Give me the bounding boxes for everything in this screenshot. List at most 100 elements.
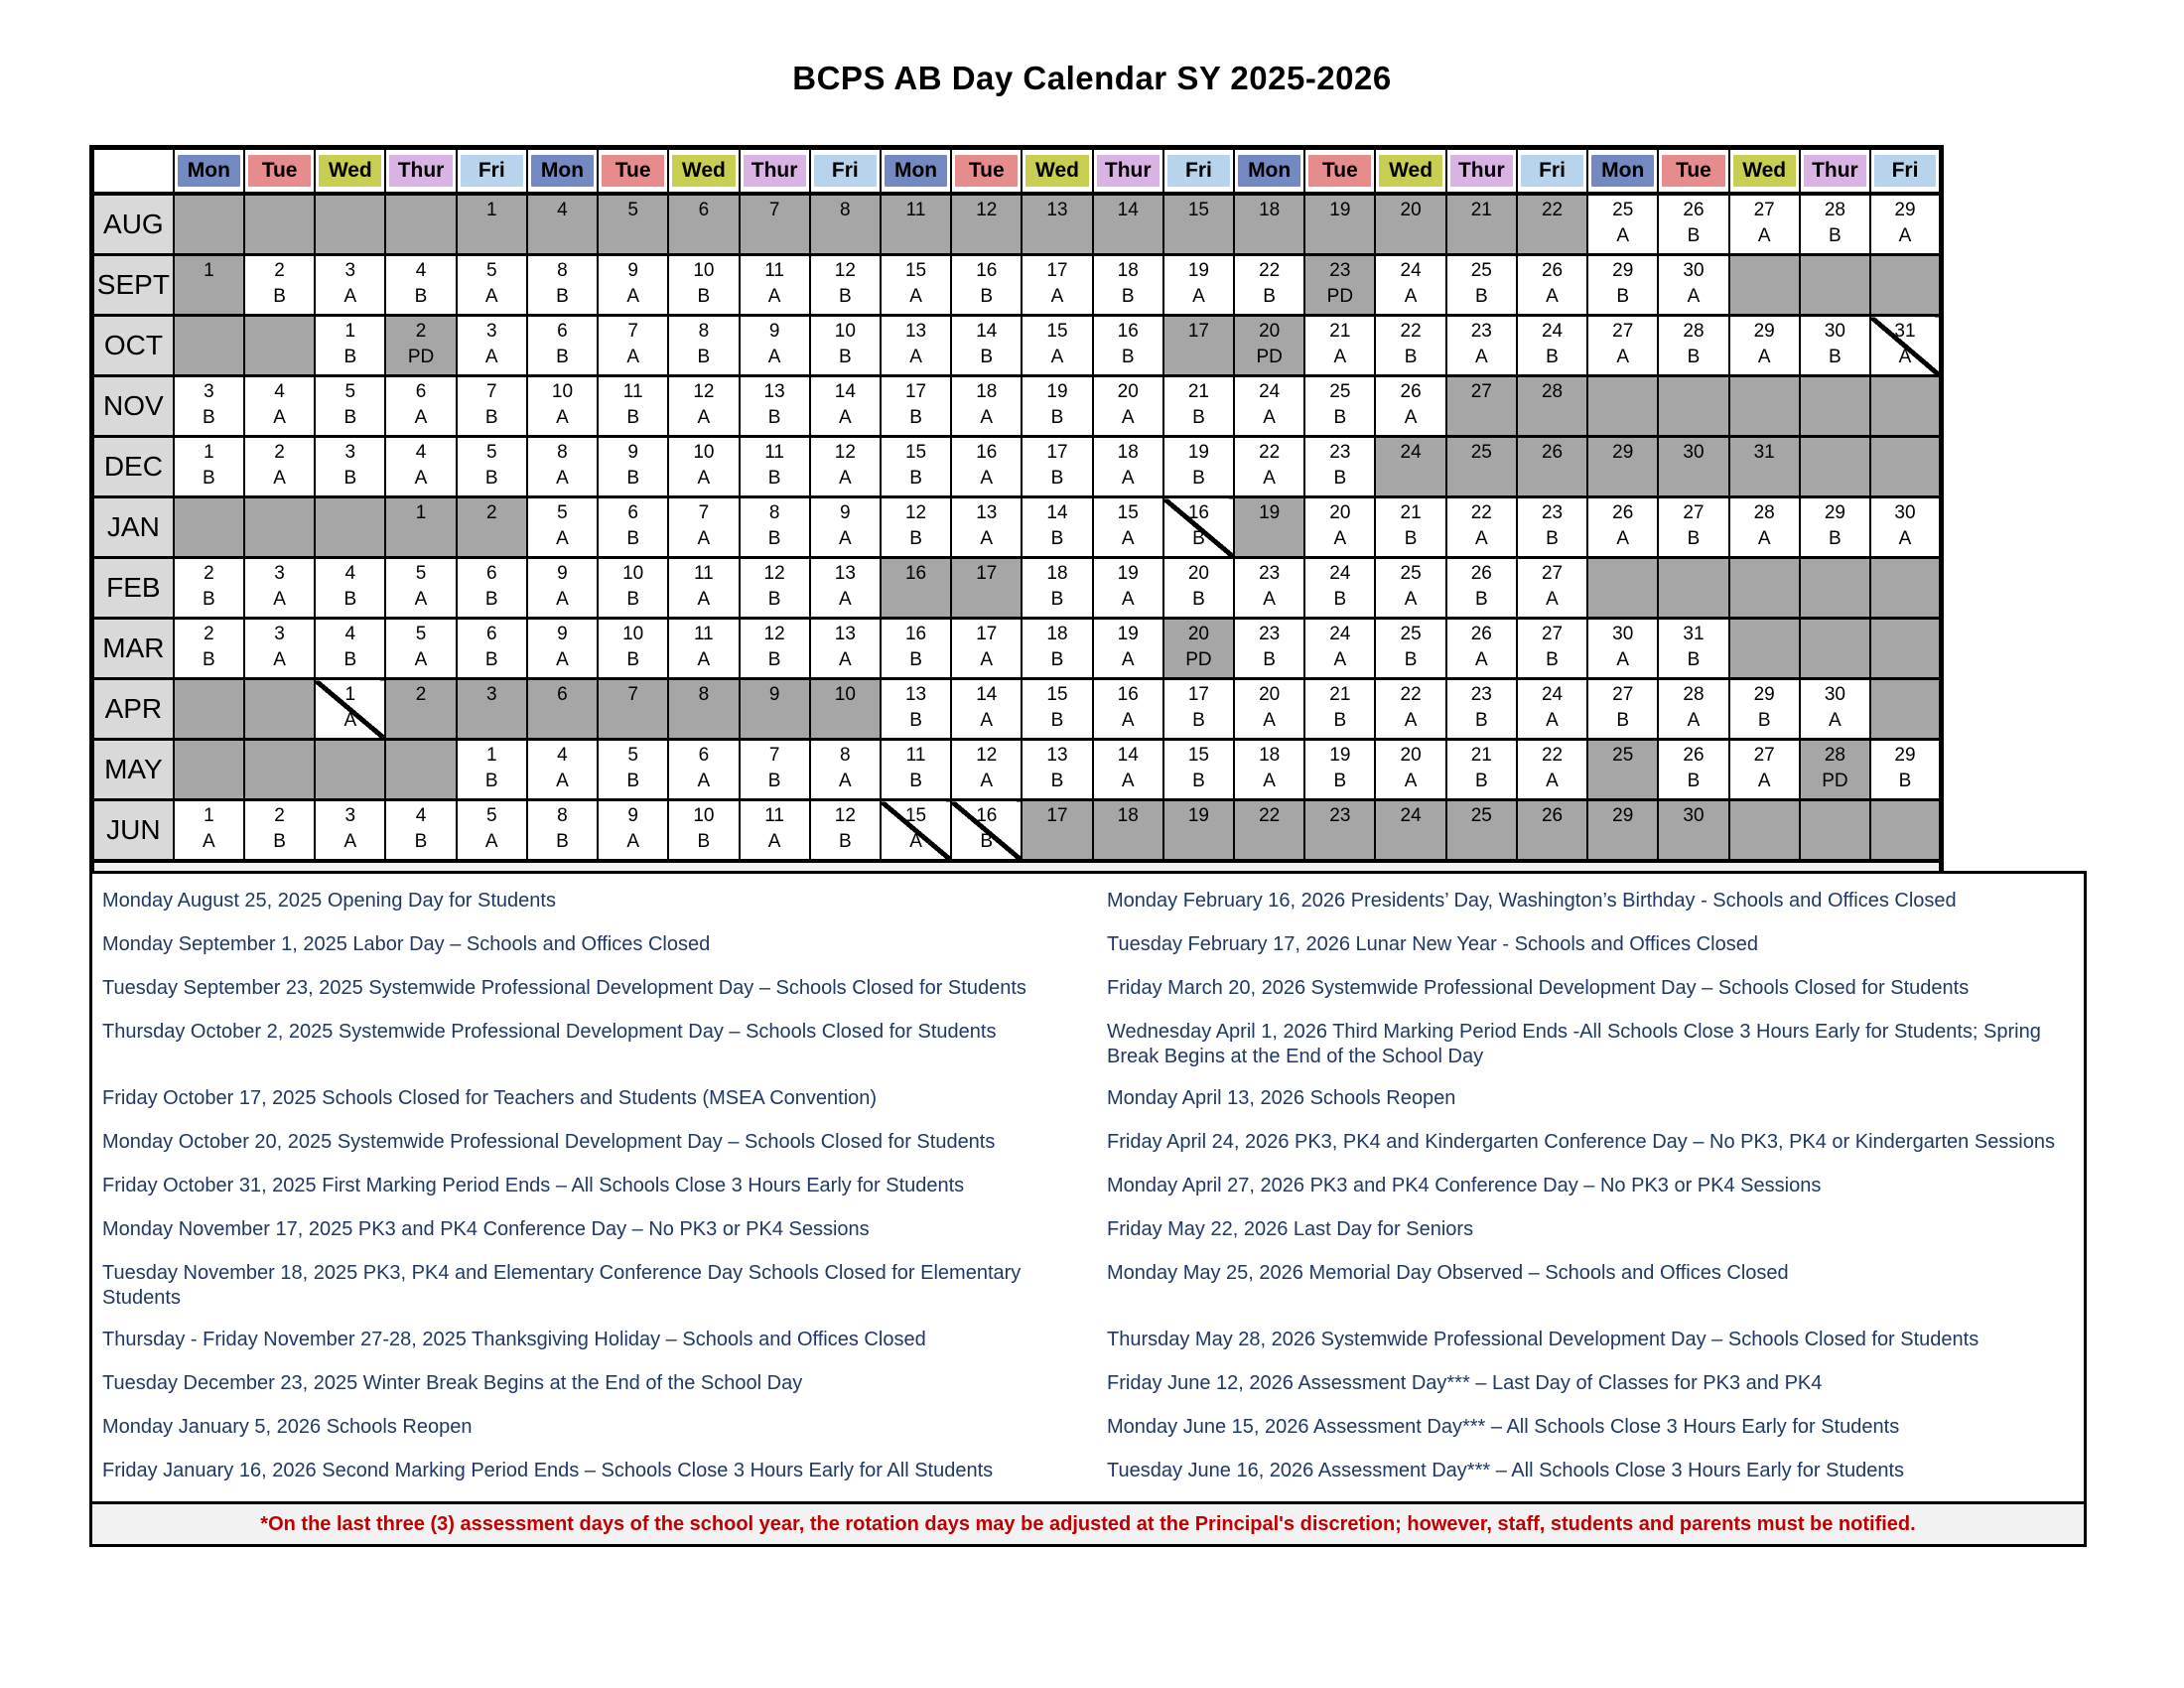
day-letter: B <box>980 286 994 307</box>
day-cell: 17 <box>950 556 1024 620</box>
day-letter <box>176 199 242 201</box>
day-header-label: Wed <box>1732 155 1796 187</box>
day-number: 8 <box>698 321 710 342</box>
day-letter: A <box>1546 589 1559 610</box>
day-cell: 18 <box>1233 192 1306 256</box>
day-letter: A <box>1404 771 1418 791</box>
day-letter: B <box>767 771 781 791</box>
day-letter <box>953 586 1020 588</box>
day-letter: A <box>980 771 994 791</box>
day-header-label: Thur <box>743 155 806 187</box>
day-number: 17 <box>1187 321 1209 342</box>
day-number: 25 <box>1470 442 1492 463</box>
day-cell: 20 PD <box>1161 617 1236 680</box>
day-cell <box>314 738 387 801</box>
day-cell: 8 <box>808 192 882 256</box>
day-cell: 17 A <box>1021 253 1094 317</box>
day-number: 21 <box>1470 200 1492 220</box>
month-label: AUG <box>90 192 175 256</box>
day-number: 22 <box>1541 200 1564 220</box>
note-item-left: Friday October 31, 2025 First Marking Pe… <box>102 1175 965 1196</box>
day-letter: B <box>909 468 922 489</box>
day-cell: 30 A <box>1798 677 1872 741</box>
day-header-label: Thur <box>1449 155 1513 187</box>
day-letter <box>670 222 737 224</box>
day-letter: A <box>414 649 428 670</box>
day-header-label: Fri <box>1520 155 1584 187</box>
day-letter: B <box>1121 347 1135 367</box>
day-cell: 19 B <box>1303 738 1377 801</box>
day-cell: 18 A <box>1233 738 1306 801</box>
day-letter <box>1731 380 1798 382</box>
day-number: 8 <box>768 502 780 523</box>
day-number: 16 <box>976 805 998 826</box>
day-number: 28 <box>1683 321 1705 342</box>
day-number: 5 <box>627 200 638 220</box>
day-number: 25 <box>1400 563 1422 584</box>
day-letter: A <box>1616 528 1630 549</box>
day-letter: A <box>626 831 640 852</box>
month-row: NOV 3 B 4 A 5 B 6 A 7 B 10 A 11 B 12 A 13 B 14 A 17 B 18 A 19 B 20 A… <box>90 374 1943 438</box>
day-cell <box>172 192 245 256</box>
day-header: Wed <box>1021 145 1094 196</box>
day-letter <box>246 744 313 746</box>
day-cell <box>242 738 317 801</box>
day-letter: B <box>1829 528 1842 549</box>
day-header: Wed <box>1374 145 1447 196</box>
day-letter: A <box>414 407 428 428</box>
note-item-right: Monday June 15, 2026 Assessment Day*** –… <box>1107 1416 1900 1438</box>
day-letter: A <box>980 649 994 670</box>
day-header-label: Wed <box>672 155 736 187</box>
note-item-right: Tuesday June 16, 2026 Assessment Day*** … <box>1107 1460 1905 1481</box>
day-letter: B <box>838 286 852 307</box>
day-number: 4 <box>344 563 356 584</box>
day-cell: 26 A <box>1444 617 1518 680</box>
day-number: 10 <box>693 260 715 281</box>
day-number: 27 <box>1683 502 1705 523</box>
day-number: 30 <box>1824 684 1845 705</box>
day-number: 10 <box>834 321 856 342</box>
day-number: 26 <box>1470 563 1492 584</box>
day-cell: 14 A <box>950 677 1024 741</box>
day-number: 26 <box>1612 502 1634 523</box>
day-letter: B <box>556 831 569 852</box>
note-item-left: Monday September 1, 2025 Labor Day – Sch… <box>102 933 711 955</box>
day-number: 21 <box>1329 684 1351 705</box>
day-cell <box>1727 556 1801 620</box>
day-letter: B <box>1474 771 1488 791</box>
day-number: 5 <box>485 442 497 463</box>
day-number: 8 <box>698 684 710 705</box>
note-item-right: Monday April 13, 2026 Schools Reopen <box>1107 1087 1456 1109</box>
day-cell: 24 A <box>1515 677 1589 741</box>
day-header: Thur <box>1444 145 1518 196</box>
day-number: 29 <box>1612 805 1634 826</box>
day-cell: 26 A <box>1374 374 1447 438</box>
day-letter <box>1589 768 1656 770</box>
day-letter: B <box>484 589 498 610</box>
day-number: 4 <box>557 745 568 766</box>
month-row: MAR 2 B 3 A 4 B 5 A 6 B 9 A 10 B 11 A 12 B 13 A 16 B 17 A 18 B 19 A 2… <box>90 617 1943 680</box>
day-header-label: Tue <box>955 155 1019 187</box>
day-cell: 31 B <box>1657 617 1730 680</box>
day-letter <box>953 222 1020 224</box>
day-letter: A <box>1898 347 1912 367</box>
day-number: 27 <box>1612 684 1634 705</box>
day-letter: A <box>1546 710 1559 731</box>
day-letter: A <box>626 347 640 367</box>
day-number: 22 <box>1259 442 1281 463</box>
day-number: 29 <box>1753 684 1775 705</box>
day-letter: A <box>1192 286 1205 307</box>
day-number: 6 <box>485 563 497 584</box>
day-cell: 30 B <box>1798 314 1872 377</box>
day-number: 17 <box>1187 684 1209 705</box>
day-number: 20 <box>1117 381 1139 402</box>
